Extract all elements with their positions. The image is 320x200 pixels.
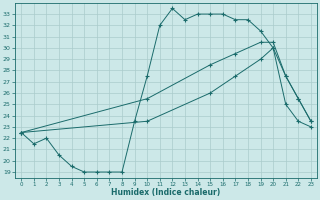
X-axis label: Humidex (Indice chaleur): Humidex (Indice chaleur) <box>111 188 221 197</box>
